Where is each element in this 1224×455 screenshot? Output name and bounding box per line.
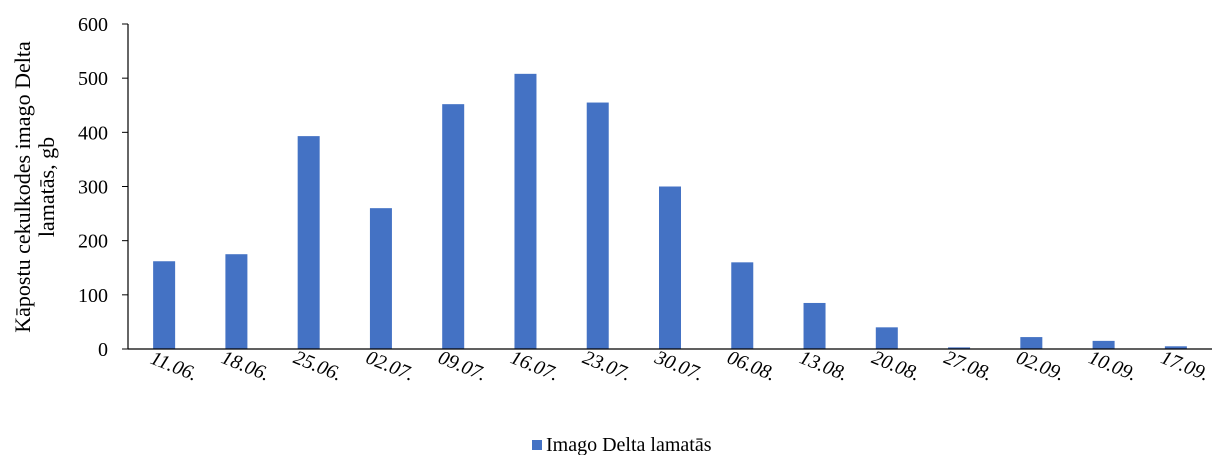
bar [297, 136, 320, 349]
y-tick-label: 300 [78, 177, 108, 199]
y-tick-label: 600 [78, 14, 108, 36]
y-tick-label: 400 [78, 122, 108, 144]
x-tick-label: 20.08. [869, 347, 924, 386]
y-axis-ticks: 0 100 200 300 400 500 600 [78, 14, 128, 361]
y-tick-label: 200 [78, 231, 108, 253]
bar [731, 262, 754, 349]
bar [369, 208, 392, 349]
x-tick-label: 30.07. [651, 346, 707, 386]
x-tick-label: 23.07. [580, 347, 635, 386]
x-tick-label: 13.08. [796, 347, 851, 386]
legend: Imago Delta lamatās [532, 434, 712, 455]
x-tick-label: 06.08. [724, 347, 779, 386]
x-tick-label: 09.07. [435, 347, 490, 386]
bar [1020, 337, 1043, 349]
bar [442, 104, 465, 350]
bar [1164, 346, 1187, 349]
x-tick-label: 11.06. [147, 347, 200, 386]
y-tick-label: 0 [98, 339, 108, 361]
legend-swatch [532, 440, 542, 450]
bar [225, 254, 248, 349]
x-tick-label: 10.09. [1085, 347, 1140, 386]
bar [1092, 340, 1115, 349]
y-tick-label: 100 [78, 285, 108, 307]
legend-label: Imago Delta lamatās [546, 434, 712, 455]
x-tick-label: 18.06. [218, 347, 273, 386]
x-tick-label: 25.06. [290, 347, 345, 386]
y-tick-label: 500 [78, 68, 108, 90]
y-axis-title-line-1: Kāpostu cekulkodes imago Delta [10, 41, 35, 333]
x-tick-label: 16.07. [507, 347, 562, 386]
y-axis-title-line-2: lamatās, gb [34, 137, 59, 237]
x-tick-label: 02.09. [1013, 347, 1068, 386]
bar [948, 347, 971, 349]
x-tick-label: 17.09. [1158, 347, 1213, 386]
x-axis-ticks: 11.06. 18.06. 25.06. 02.07. 09.07. 16.07. 23.0… [147, 346, 1212, 386]
x-tick-label: 27.08. [941, 347, 996, 386]
bar [514, 73, 537, 349]
bars [153, 73, 1187, 350]
x-tick-label: 02.07. [363, 347, 418, 386]
bar [659, 186, 681, 349]
bar [875, 327, 898, 349]
bar [586, 102, 609, 350]
bar [803, 302, 826, 349]
y-axis-title: Kāpostu cekulkodes imago Delta lamatās, … [10, 41, 59, 333]
bar [153, 261, 176, 349]
